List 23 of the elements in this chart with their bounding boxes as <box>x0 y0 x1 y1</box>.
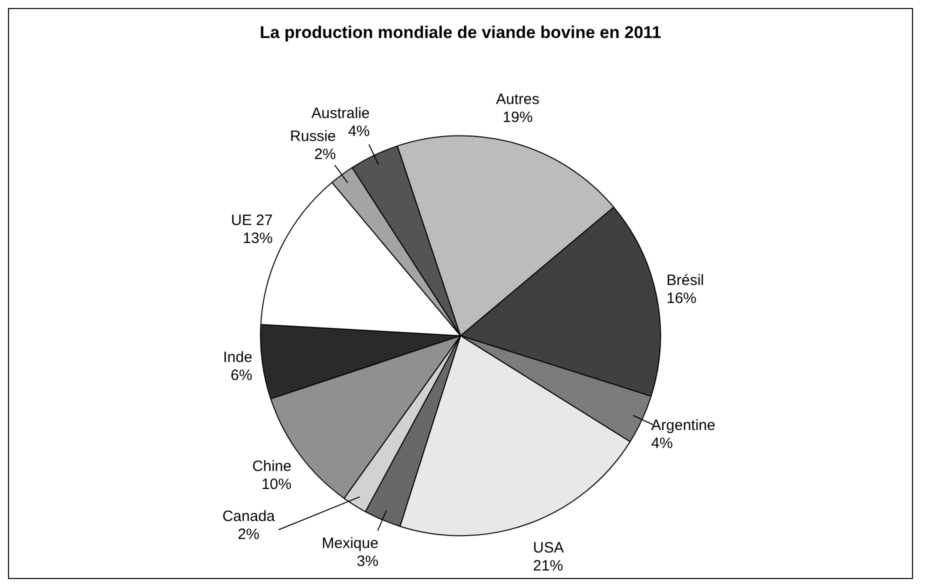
slice-label: Australie <box>311 105 370 122</box>
slice-label: Russie <box>290 128 336 145</box>
data-label: 2% <box>238 526 260 543</box>
slice-label: UE 27 <box>231 212 273 230</box>
data-label: 2% <box>314 146 336 163</box>
data-label: 21% <box>533 557 564 574</box>
data-label: 19% <box>502 108 533 126</box>
data-label: 13% <box>242 230 273 248</box>
slice-label: Autres <box>496 90 540 108</box>
data-label: 3% <box>356 553 378 570</box>
slice-label: Brésil <box>666 272 704 289</box>
slice-label: Mexique <box>322 535 378 552</box>
data-label: 4% <box>348 123 370 140</box>
data-label: 16% <box>666 290 697 307</box>
slice-label: Chine <box>252 458 292 475</box>
data-label: 6% <box>230 367 252 384</box>
chart-title: La production mondiale de viande bovine en 2011 <box>260 22 662 42</box>
slice-label: USA <box>533 539 564 556</box>
slice-label: Argentine <box>651 416 716 434</box>
slice-label: Canada <box>222 508 276 525</box>
data-label: 10% <box>261 476 292 493</box>
data-label: 4% <box>651 434 673 452</box>
slice-label: Inde <box>223 349 252 366</box>
